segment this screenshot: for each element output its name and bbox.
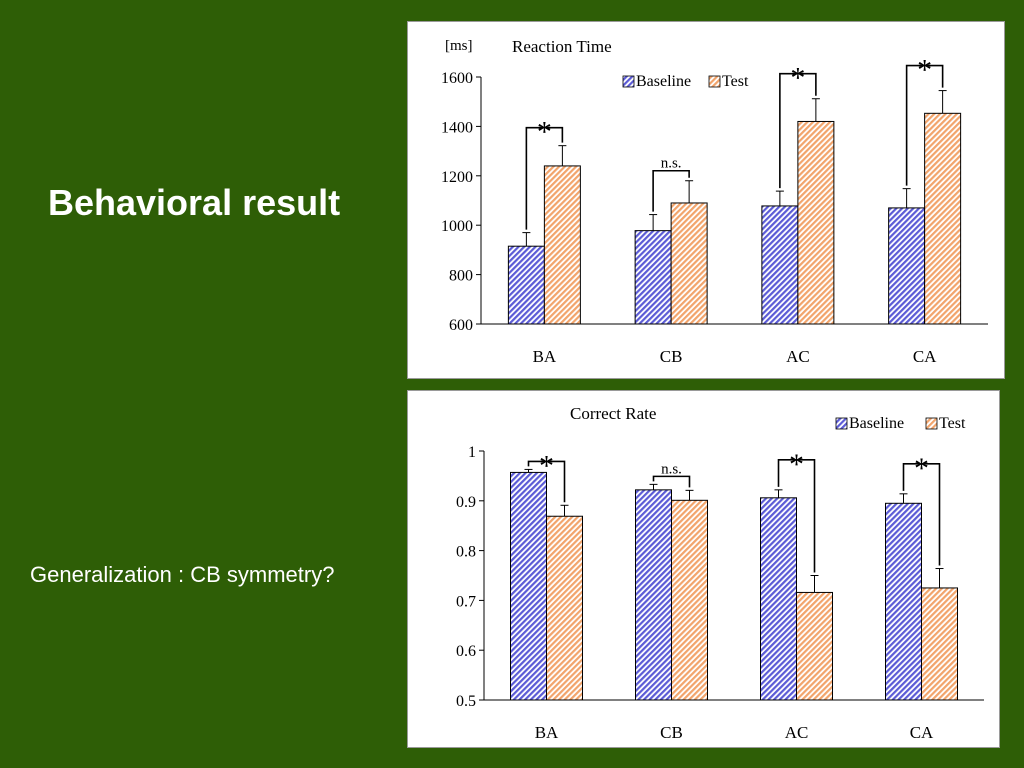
significance-ns: n.s. — [661, 461, 682, 477]
y-tick-label: 1 — [468, 444, 476, 461]
bracket-line — [525, 126, 564, 230]
reaction-time-chart-panel: 600 800 1000 1200 1400 1600 Reaction Time [ms] B… — [407, 21, 1005, 379]
slide-note: Generalization : CB symmetry? — [30, 562, 335, 587]
y-tick-label: 0.8 — [456, 544, 476, 561]
bar-test-ac — [796, 591, 833, 701]
significance-bracket-ca: * — [905, 54, 944, 186]
bar-test-ca — [921, 587, 958, 701]
bar-test-ca — [924, 112, 962, 325]
bar-baseline-cb — [635, 489, 672, 701]
significance-star: * — [789, 448, 804, 481]
bar-test-cb — [671, 499, 708, 701]
y-tick-label: 1600 — [441, 70, 473, 87]
bar-baseline-ac — [760, 497, 797, 701]
y-tick-label: 600 — [449, 317, 473, 334]
bar-baseline-ca — [885, 502, 922, 701]
chart-title: Correct Rate — [570, 404, 656, 423]
significance-bracket-ac: * — [777, 448, 816, 573]
significance-bracket-ac: * — [779, 62, 817, 189]
bracket-line — [902, 463, 941, 566]
legend: Baseline Test — [622, 73, 749, 90]
bracket-line — [652, 475, 691, 488]
significance-star: * — [917, 54, 932, 87]
bracket-line — [905, 64, 944, 186]
category-label-cb: CB — [660, 723, 683, 742]
legend-swatch-test — [925, 417, 938, 430]
category-label-ca: CA — [913, 347, 937, 366]
bar-baseline-ca — [888, 207, 926, 325]
category-label-ac: AC — [785, 723, 809, 742]
legend-swatch-test — [708, 75, 721, 88]
category-label-ba: BA — [533, 347, 557, 366]
y-tick-label: 0.6 — [456, 643, 476, 660]
bracket-line — [652, 169, 690, 212]
y-tick-label: 0.9 — [456, 494, 476, 511]
significance-bracket-ba: * — [527, 449, 566, 503]
reaction-time-chart: 600 800 1000 1200 1400 1600 Reaction Time [ms] B… — [441, 37, 988, 366]
legend-label-test: Test — [939, 415, 966, 432]
bar-baseline-ba — [507, 245, 545, 325]
bar-baseline-ac — [761, 205, 799, 325]
bar-baseline-cb — [634, 230, 672, 325]
legend-label-baseline: Baseline — [849, 415, 904, 432]
bar-baseline-ba — [510, 471, 547, 701]
legend-label-test: Test — [722, 73, 749, 90]
chart-title: Reaction Time — [512, 37, 612, 56]
category-label-ca: CA — [910, 723, 934, 742]
legend-label-baseline: Baseline — [636, 73, 691, 90]
legend-swatch-baseline — [835, 417, 848, 430]
y-tick-label: 1000 — [441, 218, 473, 235]
y-tick-label: 0.7 — [456, 593, 476, 610]
category-label-ba: BA — [535, 723, 559, 742]
legend-swatch-baseline — [622, 75, 635, 88]
significance-bracket-ca: * — [902, 452, 941, 566]
unit-label: [ms] — [445, 38, 473, 54]
y-tick-label: 1400 — [441, 119, 473, 136]
bar-test-ba — [543, 165, 581, 325]
significance-ns: n.s. — [661, 156, 682, 172]
category-label-cb: CB — [660, 347, 683, 366]
significance-star: * — [537, 116, 552, 149]
significance-star: * — [790, 62, 805, 95]
significance-bracket-cb: n.s. — [652, 156, 690, 212]
bar-test-ac — [797, 120, 835, 325]
bracket-line — [779, 72, 817, 189]
significance-star: * — [914, 452, 929, 485]
significance-bracket-cb: n.s. — [652, 461, 691, 488]
bar-test-cb — [670, 202, 708, 325]
legend: Baseline Test — [835, 415, 966, 432]
correct-rate-chart-panel: 0.5 0.6 0.7 0.8 0.9 1 Correct Rate Baseline Test… — [407, 390, 1000, 748]
y-tick-label: 0.5 — [456, 693, 476, 710]
y-tick-label: 800 — [449, 268, 473, 285]
correct-rate-chart: 0.5 0.6 0.7 0.8 0.9 1 Correct Rate Baseline Test… — [456, 404, 984, 742]
significance-star: * — [539, 449, 554, 482]
significance-bracket-ba: * — [525, 116, 564, 230]
slide-title: Behavioral result — [48, 182, 341, 223]
bracket-line — [777, 459, 816, 573]
category-label-ac: AC — [786, 347, 810, 366]
y-tick-label: 1200 — [441, 169, 473, 186]
bracket-line — [527, 460, 566, 503]
bar-test-ba — [546, 515, 583, 701]
